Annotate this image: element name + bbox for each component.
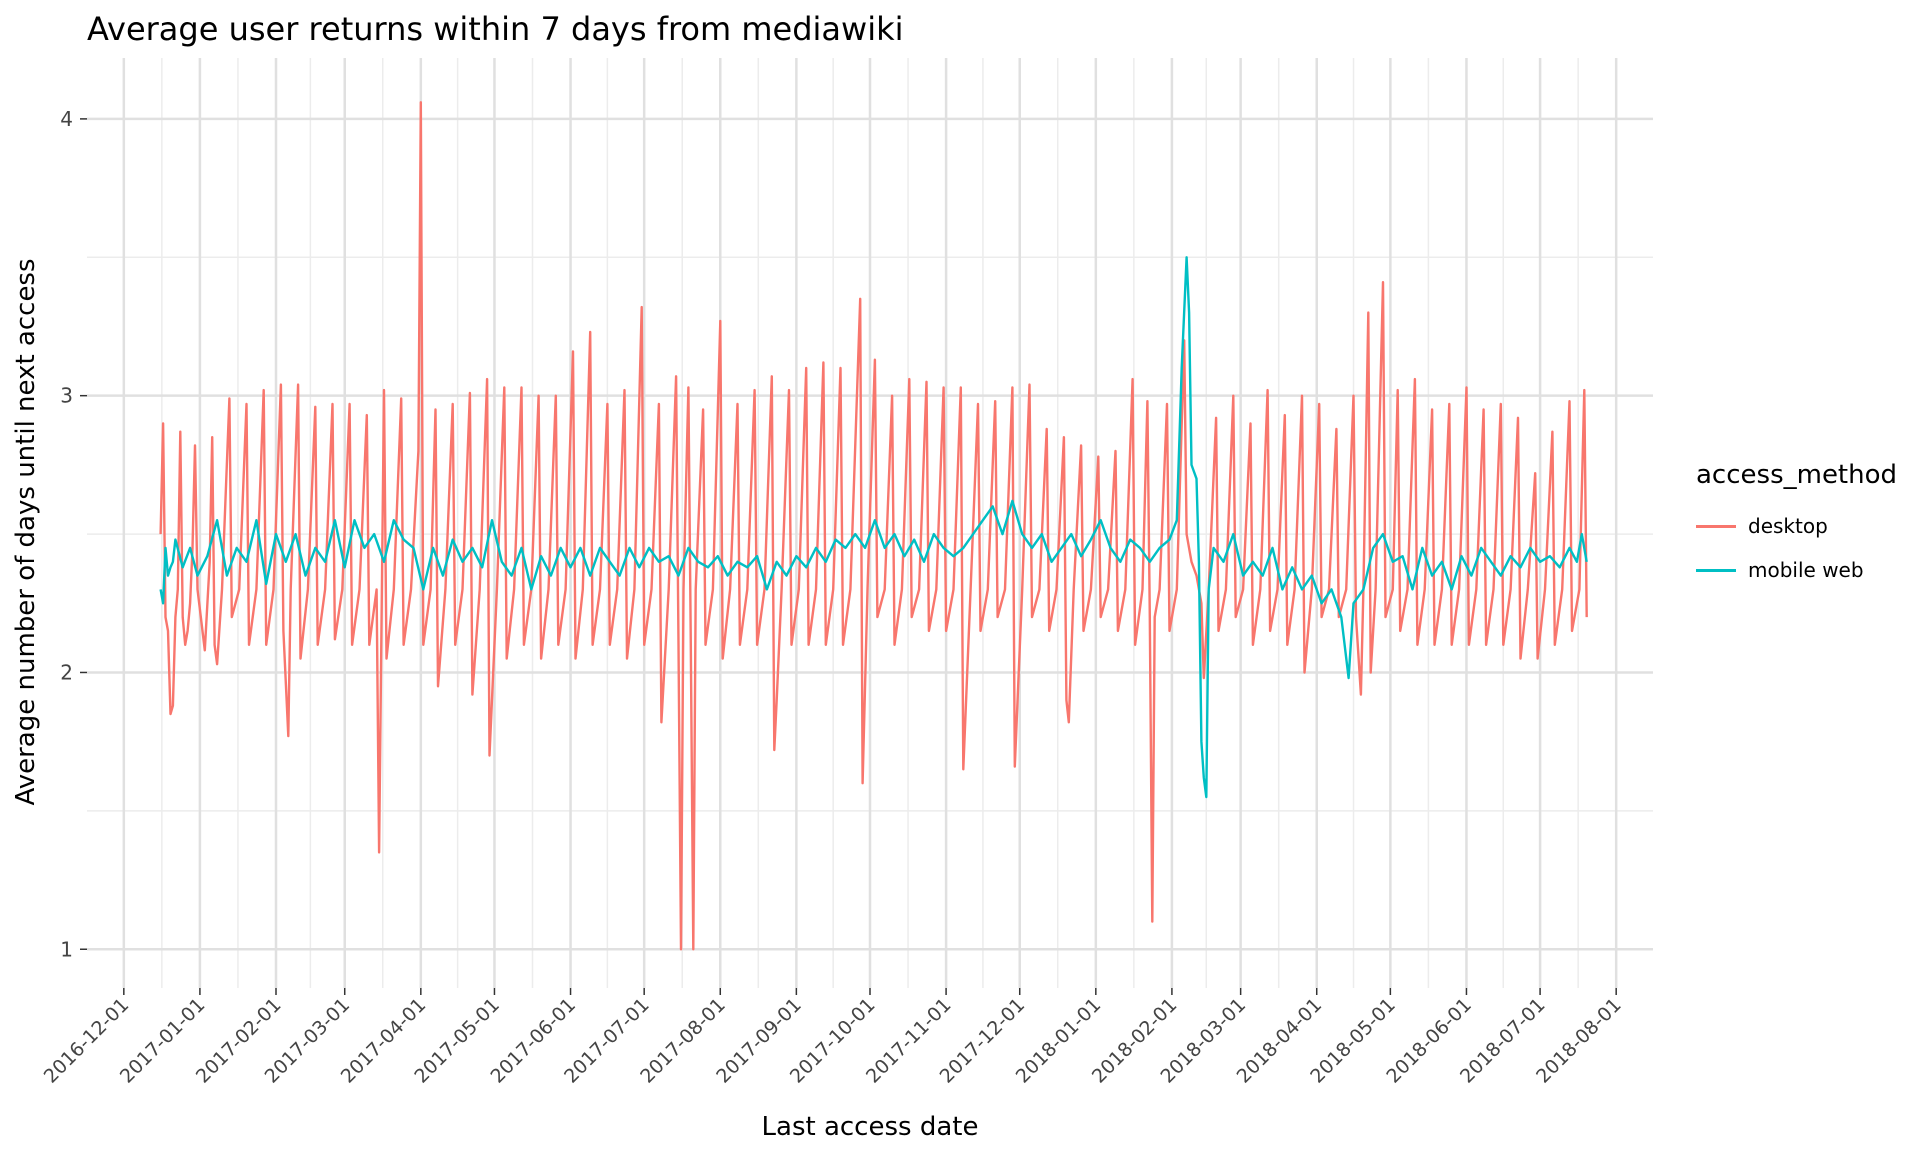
y-axis-title: Average number of days until next access [11, 258, 41, 806]
series-line-mobile-web [159, 256, 1588, 799]
x-axis-title: Last access date [761, 1112, 979, 1142]
y-tick-label: 4 [60, 107, 73, 131]
chart-title: Average user returns within 7 days from … [87, 10, 904, 48]
y-tick-label: 2 [60, 660, 73, 684]
legend-label-mobile-web: mobile web [1748, 558, 1864, 582]
y-tick-label: 3 [60, 384, 73, 408]
legend-item-desktop: desktop [1696, 504, 1897, 548]
legend: access_method desktop mobile web [1696, 460, 1897, 592]
legend-swatch-mobile-web [1696, 568, 1736, 572]
legend-swatch-desktop [1696, 524, 1736, 528]
legend-title: access_method [1696, 460, 1898, 490]
legend-label-desktop: desktop [1748, 514, 1828, 538]
series-line-desktop [159, 101, 1588, 951]
legend-item-mobile-web: mobile web [1696, 548, 1897, 592]
y-tick-label: 1 [60, 937, 73, 961]
